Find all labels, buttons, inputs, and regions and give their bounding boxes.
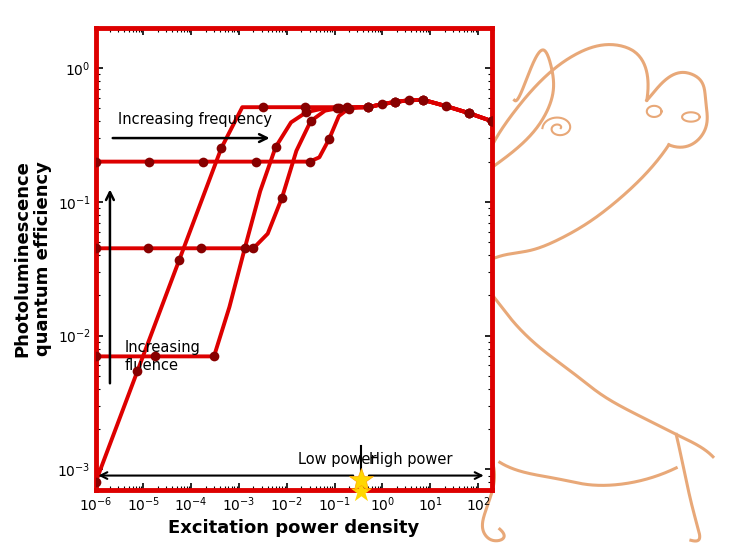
Text: Increasing frequency: Increasing frequency (118, 113, 273, 128)
Text: Increasing
fluence: Increasing fluence (124, 340, 200, 373)
Text: ★: ★ (348, 478, 373, 506)
X-axis label: Excitation power density: Excitation power density (168, 519, 420, 537)
Text: Low power: Low power (298, 452, 377, 467)
Y-axis label: Photoluminescence
quantum efficiency: Photoluminescence quantum efficiency (13, 160, 52, 358)
Text: High power: High power (369, 452, 453, 467)
